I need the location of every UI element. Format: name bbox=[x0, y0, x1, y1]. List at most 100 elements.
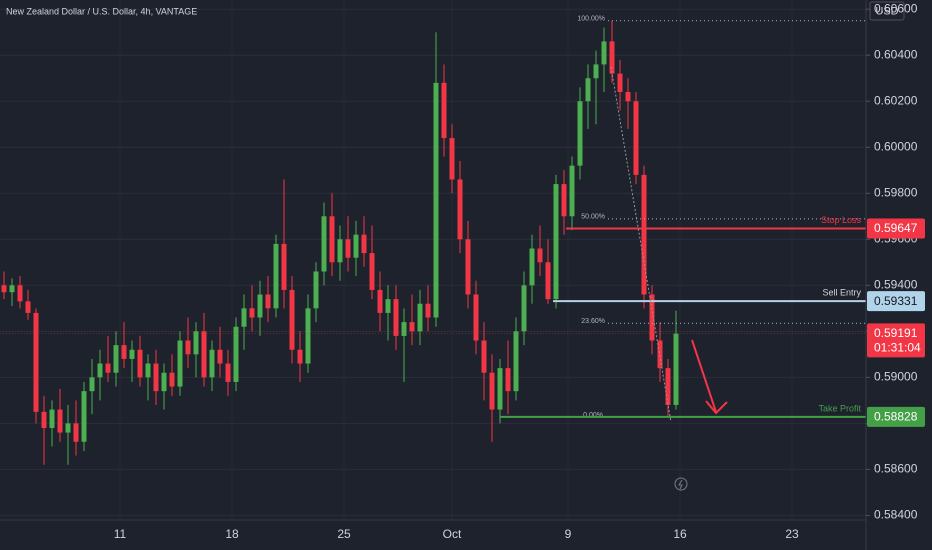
fib-trend-line bbox=[610, 66, 672, 423]
candle-body bbox=[265, 294, 271, 309]
candle-body bbox=[65, 423, 71, 433]
candle-body bbox=[145, 363, 151, 378]
price-tag-label: 0.59647 bbox=[874, 221, 918, 235]
candle-body bbox=[321, 216, 327, 272]
trade-level-label: Stop Loss bbox=[821, 215, 862, 225]
candle-body bbox=[529, 248, 535, 286]
candle-body bbox=[457, 179, 463, 240]
candle-body bbox=[393, 299, 399, 336]
candle-body bbox=[345, 239, 351, 258]
candle-body bbox=[521, 285, 527, 332]
fib-label: 50.00% bbox=[581, 214, 605, 221]
y-tick-label: 0.58600 bbox=[874, 462, 918, 476]
candle-body bbox=[385, 299, 391, 313]
candle-body bbox=[425, 303, 431, 318]
fib-label: 0.00% bbox=[583, 412, 603, 419]
event-icon[interactable] bbox=[674, 477, 688, 491]
candle-body bbox=[489, 372, 495, 410]
candle-body bbox=[89, 377, 95, 392]
fib-label: 23.60% bbox=[581, 318, 605, 325]
candle-body bbox=[513, 331, 519, 392]
candle-body bbox=[609, 41, 615, 74]
candle-body bbox=[505, 368, 511, 392]
candle-body bbox=[153, 363, 159, 392]
candle-body bbox=[441, 82, 447, 139]
candle-body bbox=[649, 294, 655, 341]
y-tick-label: 0.59000 bbox=[874, 370, 918, 384]
candle-body bbox=[209, 349, 215, 378]
candle-body bbox=[465, 239, 471, 295]
y-tick-label: 0.60000 bbox=[874, 139, 918, 153]
candle-body bbox=[129, 349, 135, 359]
candle-body bbox=[1, 285, 7, 293]
price-tag bbox=[867, 291, 925, 312]
currency-box[interactable] bbox=[869, 1, 905, 21]
candle-body bbox=[217, 349, 223, 364]
candle-body bbox=[137, 349, 143, 378]
candle-body bbox=[249, 308, 255, 318]
candle-body bbox=[105, 363, 111, 373]
y-tick-label: 0.59800 bbox=[874, 185, 918, 199]
y-tick-label: 0.60600 bbox=[874, 1, 918, 15]
candle-body bbox=[225, 363, 231, 382]
candle-body bbox=[657, 340, 663, 369]
current-price-tag bbox=[867, 323, 925, 358]
candle-body bbox=[161, 372, 167, 392]
candle-body bbox=[473, 294, 479, 341]
candle-body bbox=[449, 138, 455, 180]
candle-body bbox=[361, 234, 367, 254]
countdown-label: 01:31:04 bbox=[874, 341, 921, 355]
candle-body bbox=[377, 289, 383, 313]
candle-body bbox=[193, 331, 199, 355]
candle-body bbox=[281, 243, 287, 290]
candle-body bbox=[601, 41, 607, 65]
candle-body bbox=[673, 333, 679, 405]
candle-body bbox=[273, 243, 279, 309]
candle-body bbox=[569, 165, 575, 217]
chart-title: New Zealand Dollar / U.S. Dollar, 4h, VA… bbox=[6, 6, 197, 16]
candle-body bbox=[241, 308, 247, 327]
candle-body bbox=[121, 345, 127, 359]
candle-body bbox=[545, 262, 551, 300]
x-tick-label: 25 bbox=[337, 527, 351, 541]
candle-body bbox=[561, 184, 567, 217]
price-tag-label: 0.58828 bbox=[874, 410, 918, 424]
candle-body bbox=[593, 64, 599, 79]
candle-body bbox=[577, 101, 583, 166]
candle-body bbox=[497, 368, 503, 410]
y-tick-label: 0.59400 bbox=[874, 277, 918, 291]
trade-level-label: Take Profit bbox=[818, 403, 861, 413]
candle-body bbox=[641, 174, 647, 295]
candle-body bbox=[537, 248, 543, 263]
candle-body bbox=[337, 239, 343, 263]
candle-body bbox=[633, 101, 639, 175]
candle-body bbox=[113, 345, 119, 373]
candle-body bbox=[409, 322, 415, 332]
candle-body bbox=[257, 294, 263, 318]
candle-body bbox=[169, 372, 175, 387]
price-tag-label: 0.59331 bbox=[874, 294, 918, 308]
candle-body bbox=[177, 340, 183, 387]
y-tick-label: 0.60200 bbox=[874, 93, 918, 107]
candle-body bbox=[97, 363, 103, 378]
candle-body bbox=[201, 331, 207, 378]
candle-body bbox=[81, 391, 87, 442]
candle-body bbox=[33, 312, 39, 412]
candle-body bbox=[553, 184, 559, 300]
currency[interactable]: USD bbox=[875, 5, 898, 17]
candle-body bbox=[49, 409, 55, 428]
candle-body bbox=[353, 234, 359, 258]
direction-arrow bbox=[691, 339, 728, 415]
price-tag bbox=[867, 218, 925, 239]
x-tick-label: 18 bbox=[225, 527, 239, 541]
candle-body bbox=[369, 253, 375, 290]
candle-body bbox=[585, 78, 591, 102]
candle-body bbox=[433, 82, 439, 318]
x-tick-label: 16 bbox=[673, 527, 687, 541]
trade-level-label: Sell Entry bbox=[822, 288, 861, 298]
event-icon-bolt bbox=[678, 479, 683, 490]
candle-body bbox=[617, 73, 623, 93]
candle-body bbox=[481, 340, 487, 373]
candle-body bbox=[73, 423, 79, 442]
